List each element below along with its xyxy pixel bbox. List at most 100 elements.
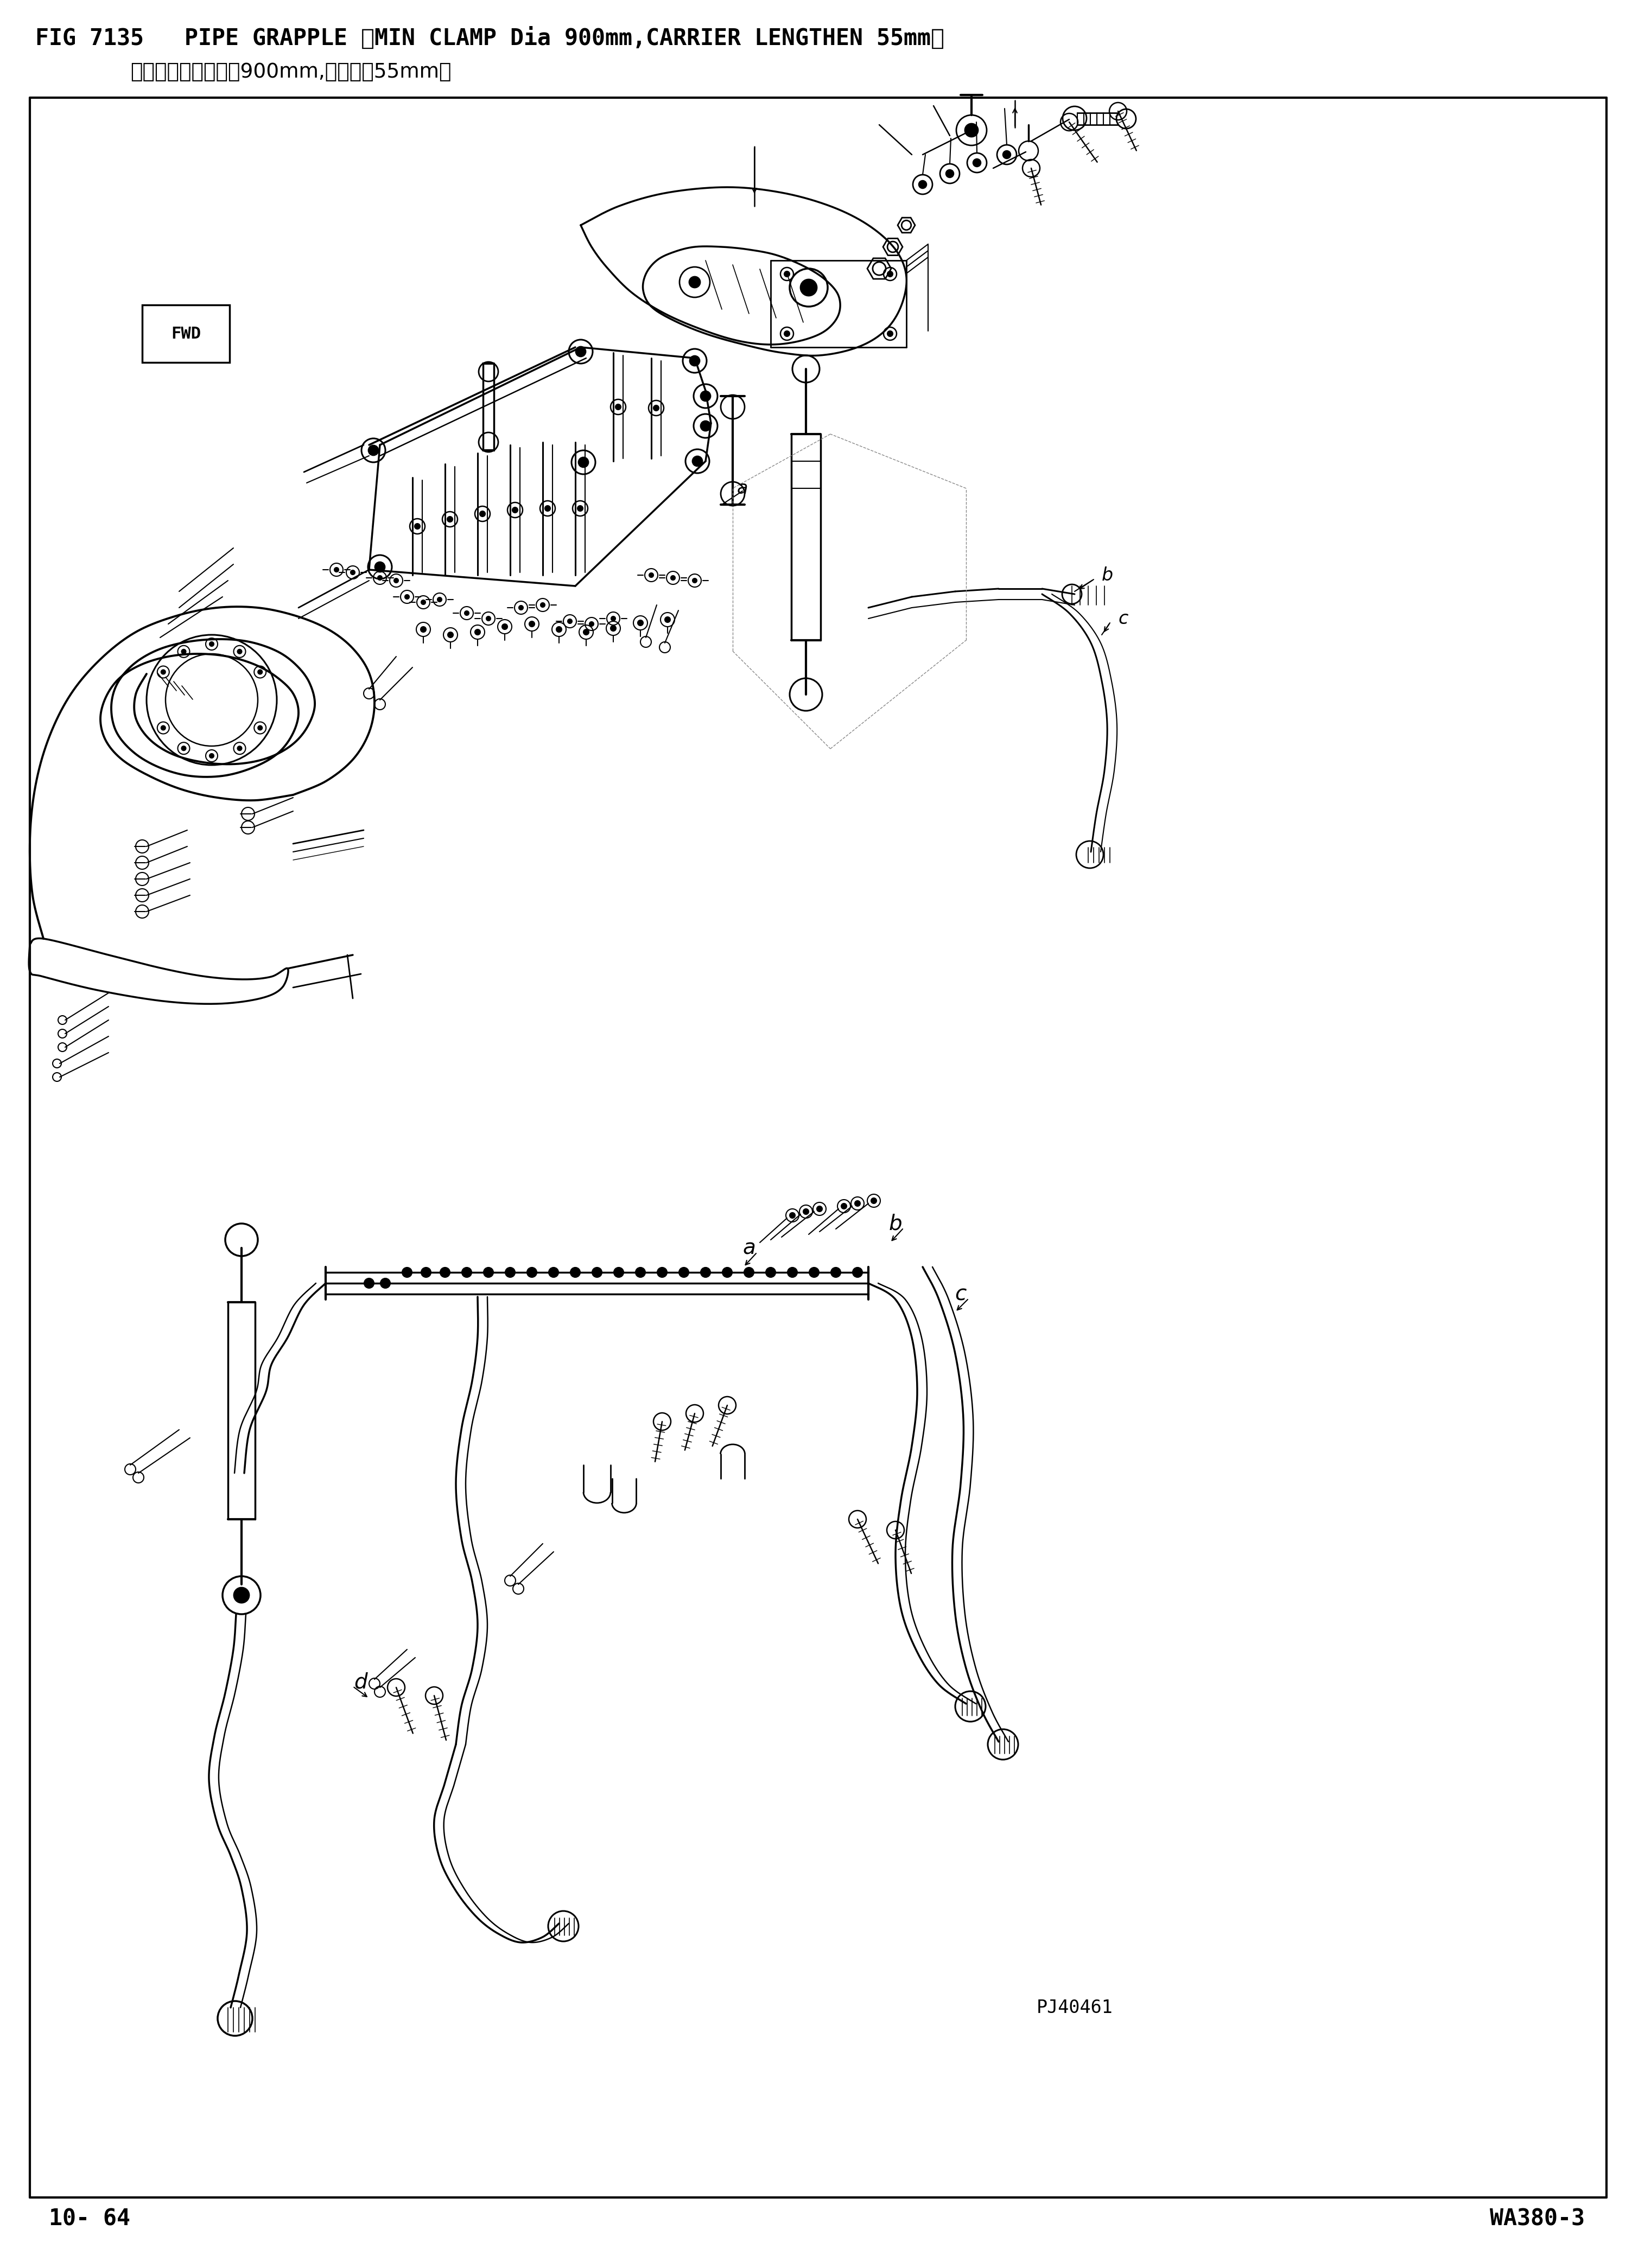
Circle shape xyxy=(679,1268,689,1277)
Circle shape xyxy=(973,159,981,166)
Circle shape xyxy=(421,1268,431,1277)
Circle shape xyxy=(871,1198,876,1204)
Circle shape xyxy=(614,1268,623,1277)
Circle shape xyxy=(801,279,816,295)
Circle shape xyxy=(233,1588,250,1603)
Text: FIG 7135   PIPE GRAPPLE （MIN CLAMP Dia 900mm,CARRIER LENGTHEN 55mm）: FIG 7135 PIPE GRAPPLE （MIN CLAMP Dia 900… xyxy=(36,27,945,50)
Circle shape xyxy=(888,272,893,277)
Circle shape xyxy=(393,578,398,583)
Circle shape xyxy=(529,621,535,626)
Circle shape xyxy=(578,506,583,510)
Circle shape xyxy=(888,331,893,336)
Circle shape xyxy=(162,726,165,730)
Circle shape xyxy=(723,1268,733,1277)
Circle shape xyxy=(658,1268,667,1277)
Circle shape xyxy=(840,1204,847,1209)
Circle shape xyxy=(540,603,545,608)
Circle shape xyxy=(610,626,615,631)
Circle shape xyxy=(181,746,186,751)
Circle shape xyxy=(557,626,561,633)
Circle shape xyxy=(690,356,700,365)
Circle shape xyxy=(615,404,620,411)
Text: 10- 64: 10- 64 xyxy=(49,2207,131,2229)
Circle shape xyxy=(545,506,550,510)
Circle shape xyxy=(692,578,697,583)
Circle shape xyxy=(465,610,468,615)
Circle shape xyxy=(209,642,214,646)
Circle shape xyxy=(375,562,385,572)
Circle shape xyxy=(583,631,589,635)
Circle shape xyxy=(965,125,978,136)
Circle shape xyxy=(650,574,653,578)
Circle shape xyxy=(576,347,586,356)
Circle shape xyxy=(421,601,426,606)
Circle shape xyxy=(506,1268,516,1277)
Circle shape xyxy=(162,669,165,674)
Circle shape xyxy=(765,1268,775,1277)
Circle shape xyxy=(852,1268,862,1277)
Text: FWD: FWD xyxy=(171,327,201,342)
Circle shape xyxy=(664,617,671,621)
Circle shape xyxy=(790,1213,795,1218)
Circle shape xyxy=(503,624,508,631)
Circle shape xyxy=(816,1207,823,1211)
Circle shape xyxy=(364,1279,374,1288)
Circle shape xyxy=(947,170,953,177)
Circle shape xyxy=(692,456,702,467)
Circle shape xyxy=(237,746,242,751)
Circle shape xyxy=(437,596,442,601)
Circle shape xyxy=(351,569,354,574)
Circle shape xyxy=(441,1268,450,1277)
Text: 鉢管抓具（包容直径900mm,下爪加长55mm）: 鉢管抓具（包容直径900mm,下爪加长55mm） xyxy=(131,64,452,82)
Circle shape xyxy=(181,649,186,653)
Circle shape xyxy=(785,331,790,336)
Circle shape xyxy=(335,567,339,572)
Circle shape xyxy=(512,508,517,513)
Circle shape xyxy=(258,669,263,674)
Circle shape xyxy=(548,1268,558,1277)
Circle shape xyxy=(1004,152,1010,159)
Circle shape xyxy=(380,1279,390,1288)
Circle shape xyxy=(369,445,379,456)
Circle shape xyxy=(700,390,710,401)
Circle shape xyxy=(401,1268,411,1277)
Circle shape xyxy=(475,631,480,635)
Circle shape xyxy=(700,422,710,431)
Circle shape xyxy=(421,626,426,633)
Circle shape xyxy=(785,272,790,277)
Circle shape xyxy=(377,576,382,581)
Text: d: d xyxy=(354,1672,367,1692)
Circle shape xyxy=(689,277,700,288)
Circle shape xyxy=(788,1268,798,1277)
Circle shape xyxy=(415,524,419,528)
Circle shape xyxy=(462,1268,472,1277)
Circle shape xyxy=(592,1268,602,1277)
Text: c: c xyxy=(955,1284,966,1304)
Circle shape xyxy=(653,406,659,411)
Text: WA380-3: WA380-3 xyxy=(1490,2207,1585,2229)
Circle shape xyxy=(483,1268,493,1277)
Text: a: a xyxy=(743,1238,756,1259)
Circle shape xyxy=(568,619,573,624)
Text: b: b xyxy=(889,1213,902,1234)
Text: b: b xyxy=(1102,567,1113,585)
Circle shape xyxy=(831,1268,840,1277)
Circle shape xyxy=(671,576,676,581)
Circle shape xyxy=(405,594,410,599)
Circle shape xyxy=(589,621,594,626)
FancyBboxPatch shape xyxy=(142,304,230,363)
Circle shape xyxy=(638,619,643,626)
Circle shape xyxy=(209,753,214,758)
Circle shape xyxy=(519,606,524,610)
Text: c: c xyxy=(1118,610,1128,628)
Circle shape xyxy=(486,617,491,621)
Circle shape xyxy=(480,510,485,517)
Circle shape xyxy=(919,181,927,188)
Circle shape xyxy=(258,726,263,730)
Circle shape xyxy=(700,1268,710,1277)
Circle shape xyxy=(803,1209,809,1213)
Circle shape xyxy=(447,633,454,637)
Circle shape xyxy=(610,617,615,621)
Circle shape xyxy=(855,1200,860,1207)
Circle shape xyxy=(447,517,452,522)
